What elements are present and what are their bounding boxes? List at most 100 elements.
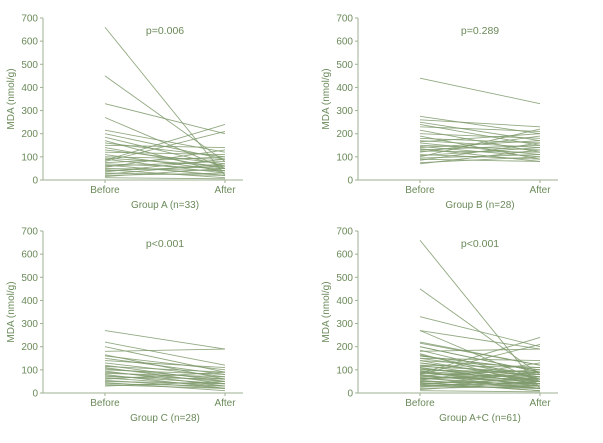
- subject-line-4: [104, 348, 226, 352]
- subject-line-58: [419, 376, 541, 388]
- subject-line-60: [419, 380, 541, 390]
- subject-line-23: [419, 128, 541, 158]
- y-tick-label: 100: [336, 152, 353, 163]
- subject-line-20: [104, 376, 226, 380]
- chart-top-right: 0 100 200 300 400 500 600 700 Before After MDA (nm…: [321, 14, 558, 211]
- y-tick-label: 500: [21, 273, 38, 284]
- subject-line-22: [419, 364, 541, 368]
- y-tick-label: 200: [336, 342, 353, 353]
- y-tick-label: 500: [336, 60, 353, 71]
- x-tick-label-after: After: [214, 185, 236, 196]
- subject-line-1: [104, 26, 226, 176]
- subject-line-7: [104, 357, 226, 375]
- p-value-annotation: p<0.001: [146, 238, 184, 250]
- y-tick-label: 200: [21, 342, 38, 353]
- subject-line-32: [104, 167, 226, 177]
- subject-line-22: [104, 371, 226, 380]
- y-tick-label: 600: [21, 250, 38, 261]
- y-tick-label: 300: [336, 319, 353, 330]
- subject-line-1: [419, 239, 541, 389]
- subject-line-11: [104, 365, 226, 373]
- y-tick-label: 300: [21, 319, 38, 330]
- subject-line-38: [419, 369, 541, 377]
- subject-line-35: [419, 372, 541, 378]
- subject-line-28: [104, 380, 226, 387]
- subject-line-13: [104, 151, 226, 155]
- y-tick-label: 100: [336, 365, 353, 376]
- y-axis-title: MDA (nmol/g): [6, 281, 17, 342]
- x-axis-title: Group B (n=28): [445, 200, 514, 211]
- y-axis-title: MDA (nmol/g): [6, 68, 17, 129]
- y-tick-label: 700: [336, 14, 353, 25]
- y-tick-label: 500: [21, 60, 38, 71]
- subject-line-21: [104, 377, 226, 387]
- y-tick-label: 200: [21, 129, 38, 140]
- y-tick-label: 400: [336, 83, 353, 94]
- subject-line-18: [104, 124, 226, 161]
- subject-line-53: [419, 383, 541, 387]
- subject-line-30: [104, 163, 226, 175]
- y-tick-label: 0: [32, 389, 38, 400]
- p-value-annotation: p<0.001: [461, 238, 499, 250]
- y-tick-label: 0: [32, 176, 38, 187]
- subject-line-54: [419, 371, 541, 386]
- chart-bottom-right: 0 100 200 300 400 500 600 700 Before After MDA (nm…: [321, 227, 558, 424]
- x-tick-label-after: After: [214, 398, 236, 409]
- p-value-annotation: p=0.006: [146, 25, 184, 37]
- y-tick-label: 700: [336, 227, 353, 238]
- subject-line-12: [419, 133, 541, 143]
- subject-line-25: [104, 167, 226, 172]
- subject-line-8: [104, 360, 226, 368]
- y-tick-label: 300: [21, 106, 38, 117]
- subject-line-6: [419, 126, 541, 132]
- y-tick-label: 400: [21, 83, 38, 94]
- subject-line-45: [419, 371, 541, 380]
- subject-line-5: [104, 354, 226, 380]
- p-value-annotation: p=0.289: [461, 25, 499, 37]
- subject-line-33: [104, 177, 226, 180]
- y-tick-label: 400: [336, 296, 353, 307]
- subject-line-1: [419, 77, 541, 105]
- y-tick-label: 100: [21, 365, 38, 376]
- subject-line-49: [419, 380, 541, 385]
- y-tick-label: 500: [336, 273, 353, 284]
- y-tick-label: 700: [21, 14, 38, 25]
- y-tick-label: 0: [347, 176, 353, 187]
- subject-line-28: [419, 149, 541, 165]
- subject-line-4: [104, 117, 226, 169]
- y-tick-label: 0: [347, 389, 353, 400]
- subject-line-19: [104, 130, 226, 162]
- y-tick-label: 200: [336, 129, 353, 140]
- y-tick-label: 600: [336, 250, 353, 261]
- subject-line-20: [419, 135, 541, 153]
- subject-line-5: [104, 129, 226, 153]
- subject-line-24: [104, 380, 226, 385]
- subject-line-20: [104, 156, 226, 164]
- y-tick-label: 700: [21, 227, 38, 238]
- y-tick-label: 300: [336, 106, 353, 117]
- subject-line-25: [419, 158, 541, 162]
- y-tick-label: 600: [336, 37, 353, 48]
- x-tick-label-before: Before: [405, 185, 435, 196]
- subject-line-5: [419, 330, 541, 350]
- subject-line-26: [104, 169, 226, 179]
- chart-top-left: 0 100 200 300 400 500 600 700 Before After MDA (nm…: [6, 14, 243, 211]
- x-axis-title: Group A+C (n=61): [439, 413, 521, 424]
- subject-line-46: [419, 362, 541, 381]
- y-tick-label: 400: [21, 296, 38, 307]
- subject-line-7: [419, 342, 541, 366]
- x-axis-title: Group A (n=33): [131, 200, 199, 211]
- x-tick-label-after: After: [529, 185, 551, 196]
- subject-line-8: [419, 133, 541, 139]
- subject-line-1: [104, 330, 226, 350]
- subject-line-3: [419, 119, 541, 128]
- x-tick-label-before: Before: [90, 398, 120, 409]
- subject-line-26: [104, 383, 226, 387]
- y-tick-label: 600: [21, 37, 38, 48]
- subject-line-19: [419, 360, 541, 368]
- x-tick-label-before: Before: [90, 185, 120, 196]
- y-axis-title: MDA (nmol/g): [321, 281, 332, 342]
- subject-line-26: [419, 142, 541, 161]
